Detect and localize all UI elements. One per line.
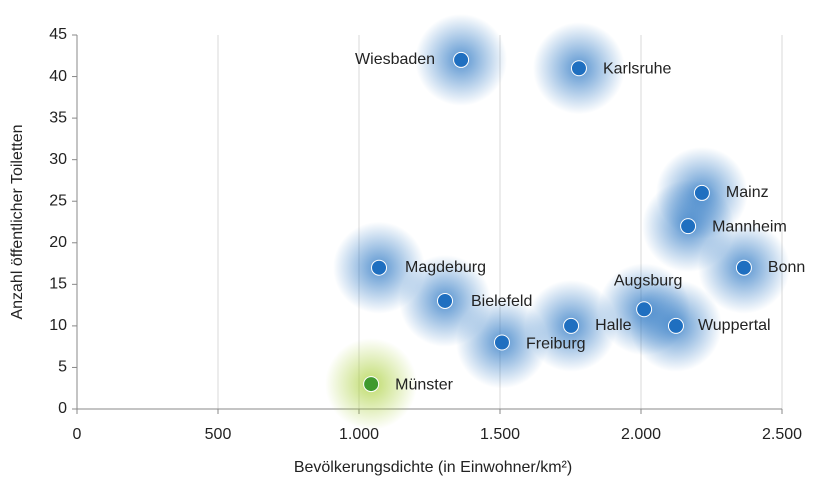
point [636,301,653,318]
point-label: Wiesbaden [355,51,435,68]
y-axis-label: Anzahl öffentlicher Toiletten [9,124,26,319]
point [693,184,710,201]
point-label: Mannheim [712,218,787,235]
point-label: Augsburg [614,272,683,289]
point [680,218,697,235]
x-tick-label: 2.500 [762,426,802,443]
x-tick-label: 1.500 [480,426,520,443]
point-label: Halle [595,317,632,334]
point-label: Magdeburg [405,259,486,276]
point [371,259,388,276]
point-label: Wuppertal [698,317,771,334]
y-tick-label: 40 [49,68,67,85]
y-tick-label: 0 [58,400,67,417]
x-tick-label: 500 [205,426,232,443]
y-tick-label: 20 [49,234,67,251]
point-label: Karlsruhe [603,60,672,77]
point [363,376,380,393]
y-tick-label: 10 [49,317,67,334]
point [453,51,470,68]
point [493,334,510,351]
y-tick-label: 30 [49,151,67,168]
point [437,292,454,309]
point [667,317,684,334]
x-axis-label: Bevölkerungsdichte (in Einwohner/km²) [294,459,572,476]
point [563,317,580,334]
point-label: Münster [395,376,453,393]
point-label: Bonn [768,259,805,276]
point [570,60,587,77]
x-tick-label: 2.000 [621,426,661,443]
x-tick-label: 0 [73,426,82,443]
point-label: Freiburg [526,336,586,353]
y-tick-label: 35 [49,109,67,126]
y-tick-label: 15 [49,276,67,293]
y-tick-label: 25 [49,192,67,209]
point-label: Mainz [726,184,769,201]
x-tick-label: 1.000 [339,426,379,443]
y-tick-label: 45 [49,26,67,43]
point [735,259,752,276]
y-tick-label: 5 [58,359,67,376]
point-label: Bielefeld [471,293,532,310]
